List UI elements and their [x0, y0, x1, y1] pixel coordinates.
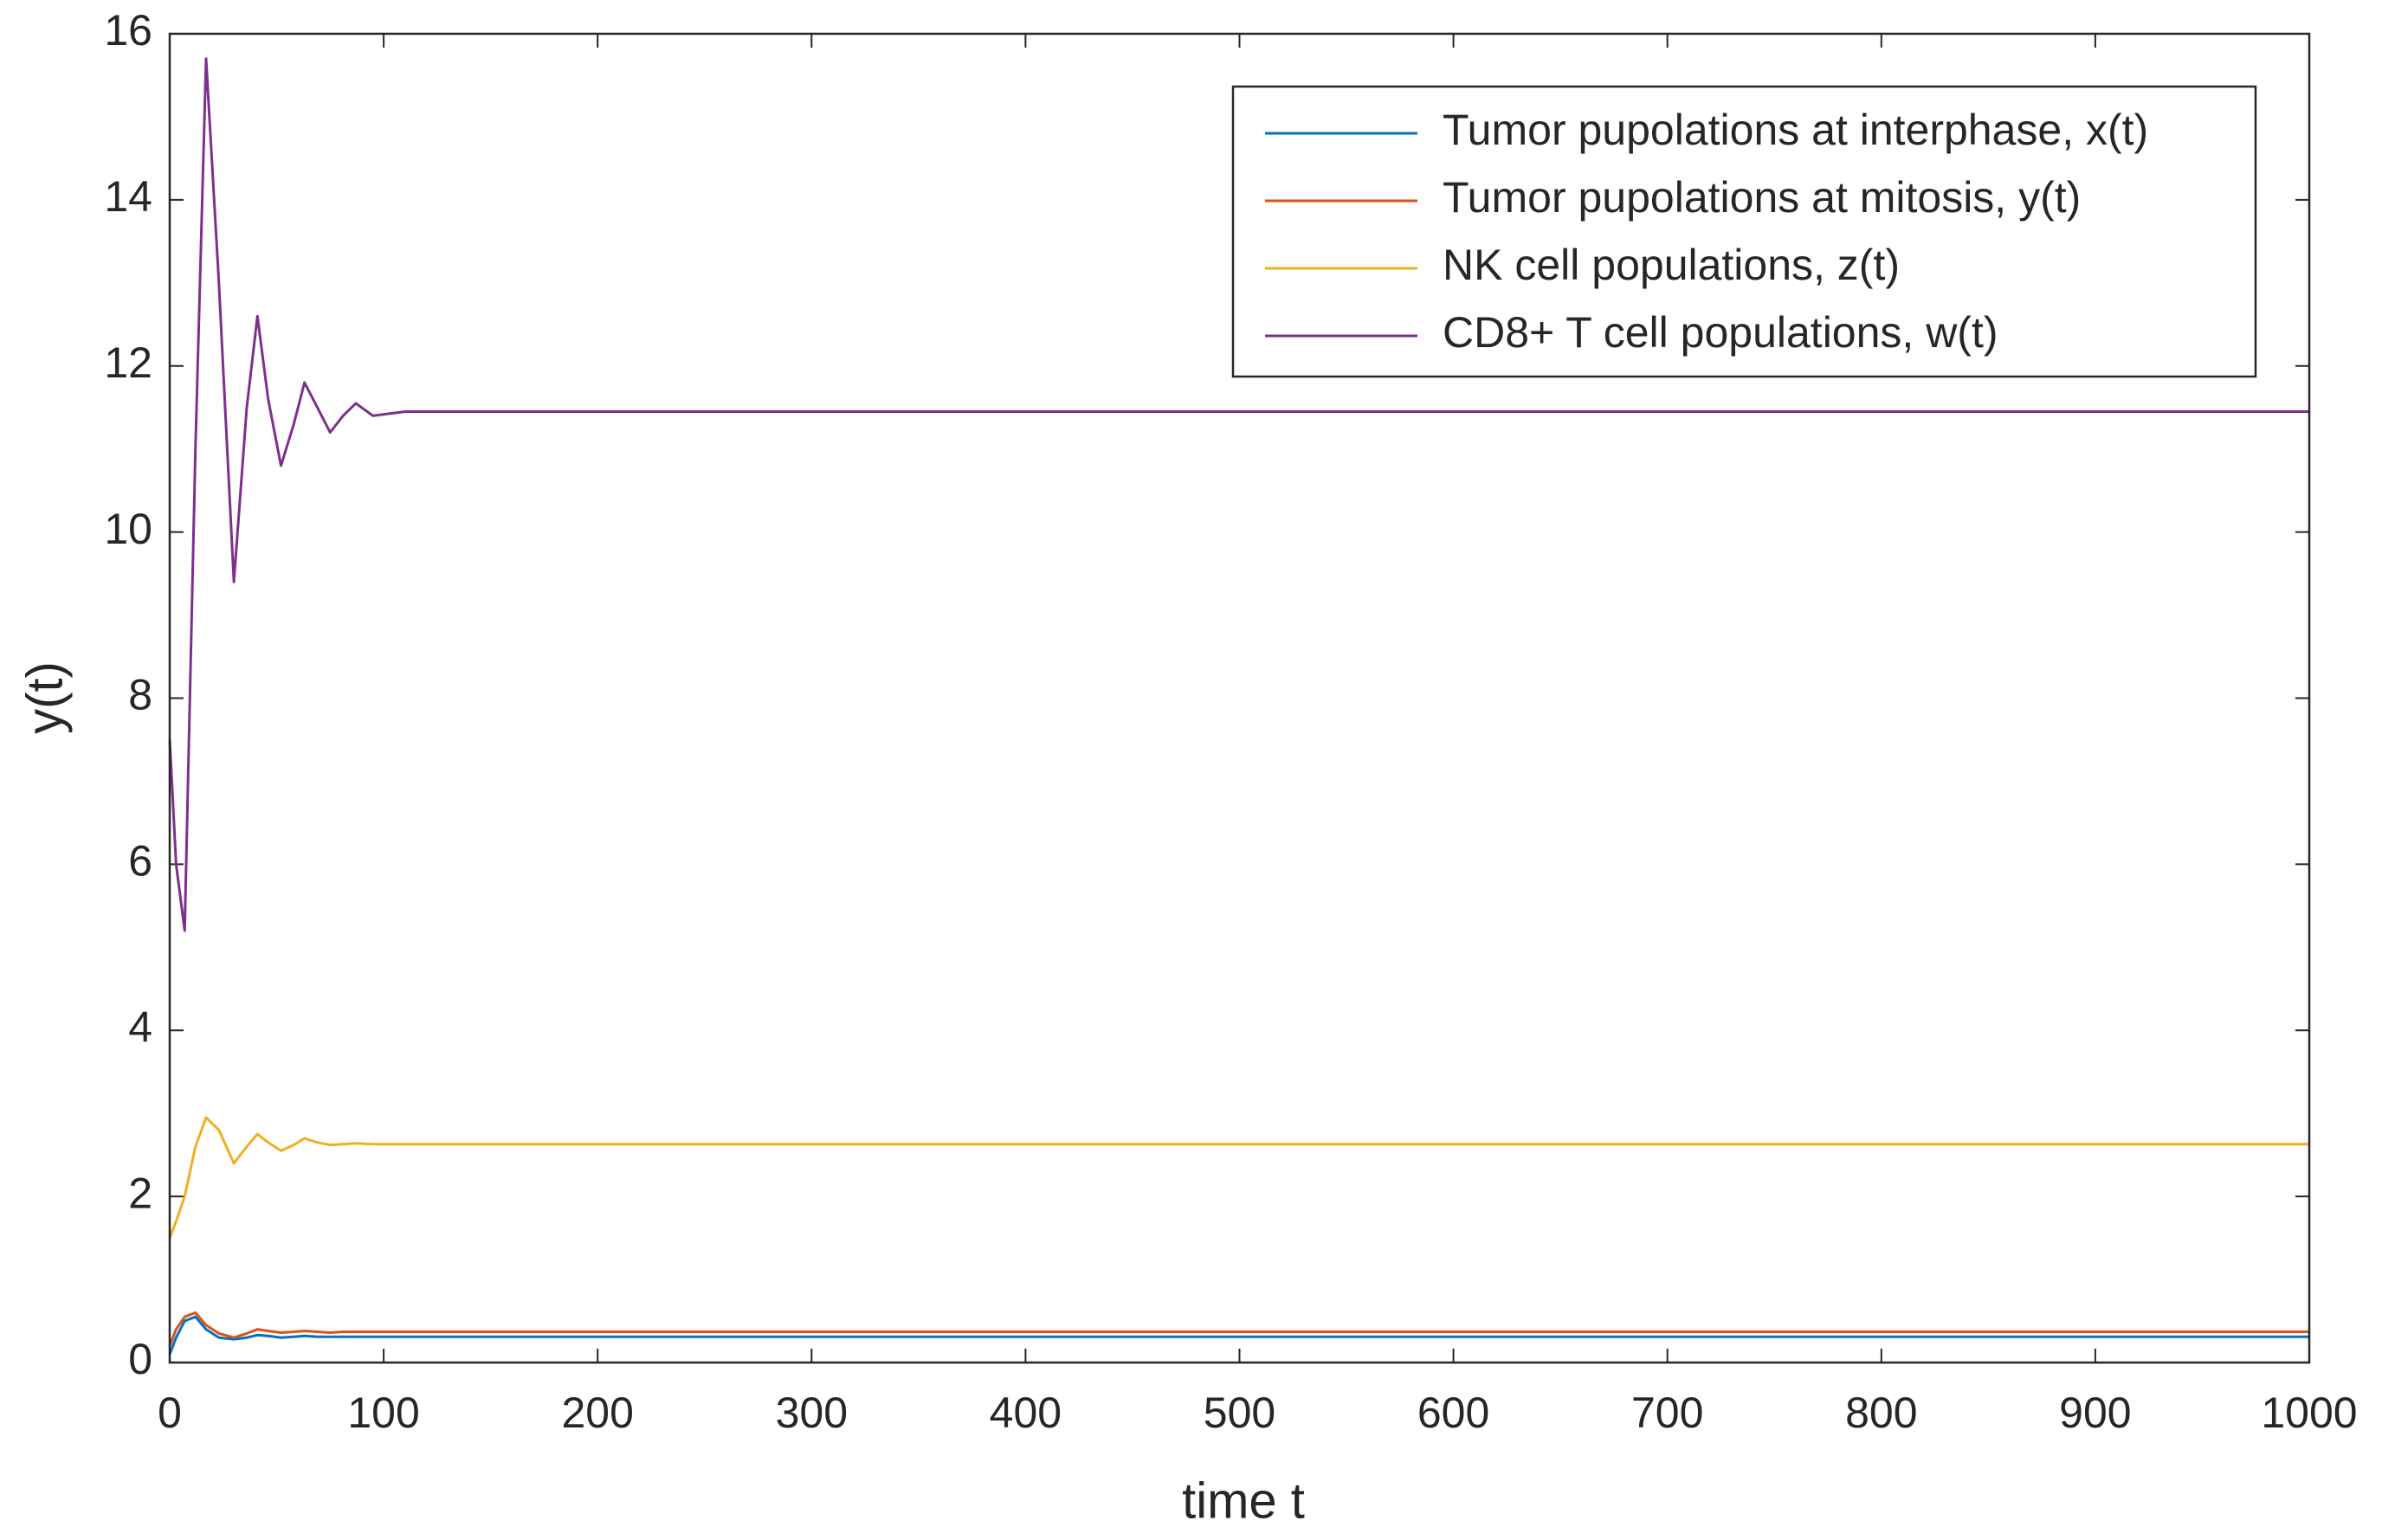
- x-tick-label: 0: [158, 1389, 182, 1437]
- y-tick-label: 10: [104, 505, 152, 553]
- series-line: [168, 1311, 2309, 1347]
- legend-label: NK cell populations, z(t): [1443, 241, 1900, 289]
- x-tick-label: 300: [776, 1389, 848, 1437]
- y-tick-label: 4: [128, 1002, 152, 1051]
- x-tick-label: 400: [990, 1389, 1062, 1437]
- y-tick-label: 6: [128, 837, 152, 886]
- x-tick-label: 700: [1631, 1389, 1703, 1437]
- x-tick-label: 200: [561, 1389, 633, 1437]
- legend-box: [1231, 85, 2257, 378]
- y-tick-label: 8: [128, 671, 152, 719]
- x-tick-label: 600: [1417, 1389, 1489, 1437]
- series-line: [168, 1116, 2309, 1239]
- y-tick-label: 0: [128, 1335, 152, 1383]
- x-tick-label: 800: [1845, 1389, 1917, 1437]
- series-line: [168, 57, 2309, 932]
- x-tick-label: 1000: [2261, 1389, 2357, 1437]
- legend-label: CD8+ T cell populations, w(t): [1443, 308, 1998, 357]
- y-axis-label: y(t): [16, 661, 73, 734]
- y-tick-label: 2: [128, 1169, 152, 1217]
- plot-frame: [168, 32, 2311, 1364]
- series-line: [168, 1315, 2309, 1355]
- x-tick-label: 500: [1204, 1389, 1275, 1437]
- y-tick-label: 14: [104, 172, 152, 221]
- legend-label: Tumor pupolations at interphase, x(t): [1443, 106, 2148, 154]
- x-tick-label: 900: [2059, 1389, 2131, 1437]
- y-tick-label: 16: [104, 6, 152, 55]
- x-axis-label: time t: [1182, 1472, 1305, 1529]
- y-tick-label: 12: [104, 338, 152, 387]
- x-tick-label: 100: [347, 1389, 419, 1437]
- legend-label: Tumor pupolations at mitosis, y(t): [1443, 173, 2081, 222]
